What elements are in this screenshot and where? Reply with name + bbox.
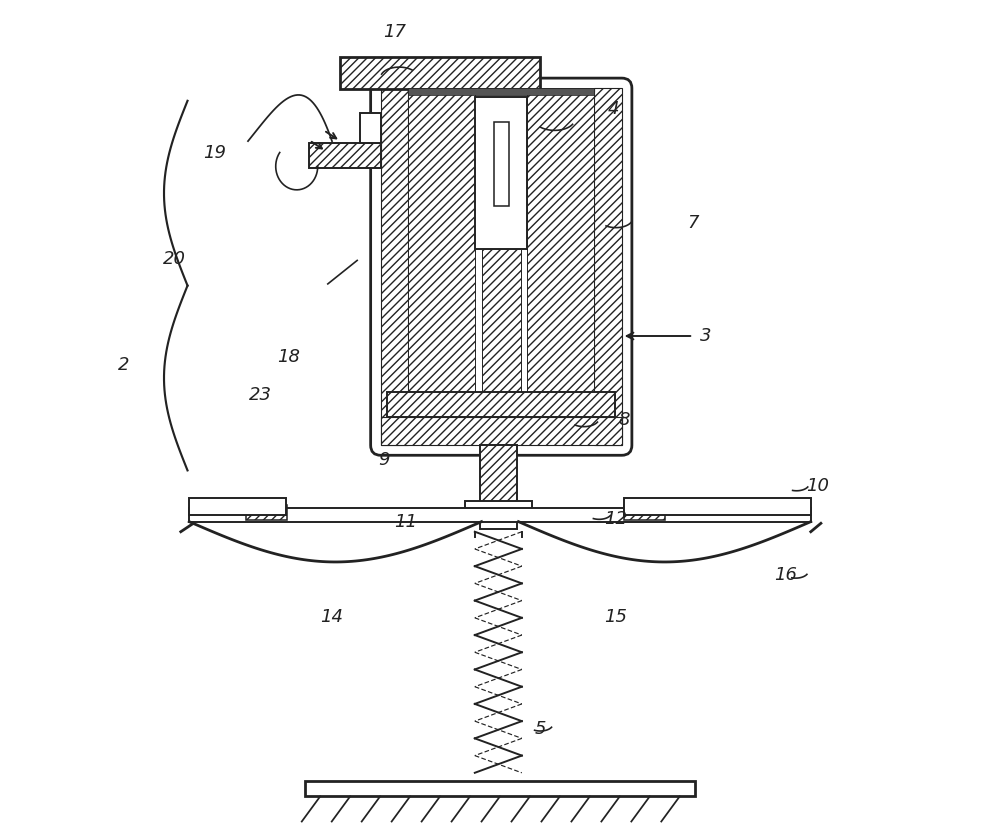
Text: 14: 14 — [320, 608, 344, 627]
Text: 19: 19 — [203, 144, 226, 162]
Text: 18: 18 — [277, 348, 300, 366]
Bar — [480, 514, 517, 529]
FancyBboxPatch shape — [371, 78, 632, 455]
Text: 11: 11 — [394, 513, 417, 532]
Bar — [527, 89, 594, 92]
Bar — [340, 57, 540, 89]
Bar — [408, 88, 475, 417]
Bar — [309, 143, 381, 168]
Text: 23: 23 — [249, 386, 272, 404]
Bar — [494, 122, 509, 206]
Bar — [408, 89, 475, 92]
Bar — [381, 417, 622, 445]
Text: 3: 3 — [700, 327, 712, 345]
Text: 10: 10 — [806, 476, 829, 495]
Bar — [594, 88, 622, 445]
Bar — [475, 97, 527, 249]
Bar — [482, 249, 521, 413]
Text: 15: 15 — [604, 608, 627, 627]
Text: 4: 4 — [608, 100, 619, 118]
Text: 8: 8 — [619, 411, 630, 429]
Text: 12: 12 — [604, 510, 627, 528]
Bar — [381, 88, 408, 445]
Bar — [527, 88, 594, 417]
Bar — [246, 505, 287, 520]
Text: 20: 20 — [163, 249, 186, 268]
Text: 16: 16 — [774, 566, 797, 585]
Text: 9: 9 — [378, 451, 390, 470]
Text: 2: 2 — [118, 356, 129, 375]
Bar — [189, 498, 286, 515]
Bar — [387, 392, 615, 417]
Text: 5: 5 — [535, 720, 546, 738]
Bar — [360, 113, 381, 143]
Text: 7: 7 — [687, 213, 699, 232]
Bar — [624, 498, 811, 515]
Bar — [189, 508, 811, 522]
Bar — [624, 505, 665, 520]
Bar — [305, 781, 695, 796]
Bar — [465, 501, 532, 514]
Bar — [408, 88, 594, 95]
Text: 17: 17 — [383, 23, 406, 41]
Bar — [480, 445, 517, 519]
